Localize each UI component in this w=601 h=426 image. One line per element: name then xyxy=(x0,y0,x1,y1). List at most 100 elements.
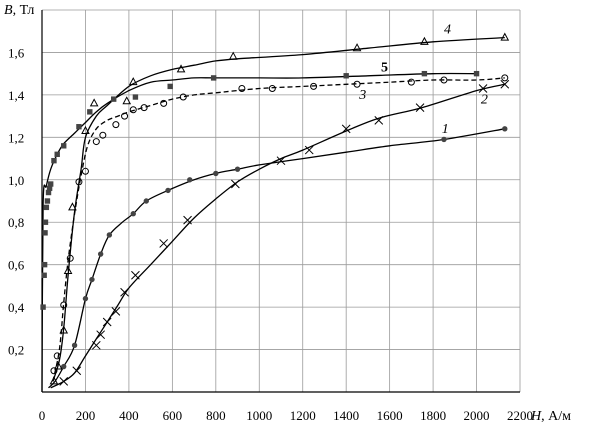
curve-4-line xyxy=(52,36,505,382)
curve-5-point xyxy=(167,83,173,90)
curve-5-point xyxy=(40,304,46,310)
y-axis-title: B, Тл xyxy=(4,3,34,18)
curve-5-point xyxy=(41,272,47,278)
x-tick-label: 0 xyxy=(39,408,46,423)
curve-3-point xyxy=(179,93,187,101)
curve-1-point xyxy=(61,363,67,370)
curve-5-point xyxy=(111,96,117,102)
curve-2-point xyxy=(478,84,488,93)
curve-4-point xyxy=(420,36,429,45)
y-tick-label: 0,8 xyxy=(8,215,24,230)
curve-2-point xyxy=(91,340,101,350)
curve-5-point xyxy=(43,204,50,211)
curve-3-point xyxy=(53,352,61,360)
curve-2-point xyxy=(500,79,510,89)
curve-2-label: 2 xyxy=(481,92,488,107)
x-tick-labels: 0 200 400 600 800 1000 1200 1400 1600 1800 2000 220… xyxy=(39,408,533,423)
curve-1-point xyxy=(213,170,219,177)
x-axis-title: H, А/м xyxy=(530,409,571,424)
curve-2-point xyxy=(120,287,129,297)
curve-1-point xyxy=(187,177,193,183)
curve-3-point xyxy=(60,301,68,309)
curve-1-point xyxy=(97,251,104,257)
curve-4-point xyxy=(352,43,362,52)
curve-4-point xyxy=(63,265,73,275)
curve-4-point xyxy=(59,325,69,334)
curve-4-point xyxy=(49,376,59,385)
curve-4-point xyxy=(122,96,132,105)
curve-5-label: 5 xyxy=(381,61,388,76)
y-tick-label: 1,4 xyxy=(8,88,25,103)
x-axis-unit: , А/м xyxy=(541,409,571,424)
x-axis-var: H xyxy=(530,409,542,424)
curve-5-point xyxy=(61,143,67,149)
x-tick-label: 1600 xyxy=(377,408,403,423)
y-tick-label: 0,4 xyxy=(8,300,25,315)
x-tick-label: 2000 xyxy=(464,408,490,423)
curve-5-point xyxy=(46,185,53,191)
curve-1-point xyxy=(165,187,171,194)
y-tick-label: 0,2 xyxy=(8,343,24,358)
curve-labels: 1 2 3 4 5 xyxy=(358,22,488,137)
curve-4-point xyxy=(128,77,138,86)
x-tick-label: 1200 xyxy=(290,408,316,423)
curve-5-point xyxy=(54,151,60,158)
x-tick-label: 1800 xyxy=(420,408,446,423)
curve-1-point xyxy=(82,295,89,302)
curve-3-point xyxy=(160,99,168,107)
curve-1-point xyxy=(89,276,95,283)
curve-5-point xyxy=(47,181,54,187)
curve-2-point xyxy=(59,377,69,386)
curve-5-point xyxy=(473,70,480,77)
axes xyxy=(41,10,520,393)
curve-3-point xyxy=(501,74,509,82)
y-axis-var: B xyxy=(4,3,13,18)
curve-2-point xyxy=(159,239,169,248)
curve-2-point xyxy=(131,270,140,280)
curves xyxy=(41,36,505,393)
curve-4-label: 4 xyxy=(444,22,451,37)
curve-5-point xyxy=(44,198,51,204)
curve-1-line xyxy=(48,128,505,389)
curve-1-point xyxy=(234,166,241,172)
curve-4-point xyxy=(81,125,90,134)
curve-3-point xyxy=(440,76,448,84)
curve-3-point xyxy=(140,104,148,112)
curve-2-point xyxy=(341,124,351,134)
curve-5-point xyxy=(51,157,57,164)
x-tick-label: 2200 xyxy=(507,408,533,423)
curve-3-point xyxy=(121,112,129,120)
curve-2-point xyxy=(72,366,82,376)
x-tick-label: 600 xyxy=(163,408,183,423)
curve-2-point xyxy=(415,103,425,112)
curve-2-point xyxy=(276,156,286,166)
curve-2-point xyxy=(111,307,121,316)
x-tick-label: 1000 xyxy=(246,408,272,423)
curve-2-line xyxy=(50,83,505,389)
curve-4-point xyxy=(228,51,238,60)
curve-3-point xyxy=(407,78,415,86)
curve-5-point xyxy=(42,219,49,225)
curve-5-point xyxy=(76,124,82,130)
curve-5-point xyxy=(421,70,428,77)
curve-3-point xyxy=(75,178,83,186)
curve-3-label: 3 xyxy=(358,88,366,103)
curve-2-point xyxy=(102,317,112,327)
x-tick-label: 800 xyxy=(206,408,226,423)
curve-3-point xyxy=(238,85,246,93)
curve-1-point xyxy=(106,232,113,238)
curve-1-point xyxy=(130,211,136,217)
curve-2-point xyxy=(183,215,192,225)
curve-5-point xyxy=(45,189,52,196)
curve-1-point xyxy=(143,198,149,204)
curve-3-point xyxy=(99,131,107,139)
curve-3-point xyxy=(92,138,100,146)
curve-1-point xyxy=(71,342,78,349)
curve-2-point xyxy=(374,116,384,125)
y-tick-labels: 0,2 0,4 0,6 0,8 1,0 1,2 1,4 1,6 xyxy=(8,45,25,357)
x-tick-label: 400 xyxy=(119,408,139,423)
curve-3-point xyxy=(353,80,361,88)
curve-2-point xyxy=(96,330,106,340)
curve-5-point xyxy=(41,261,48,268)
curve-1-label: 1 xyxy=(442,122,449,137)
